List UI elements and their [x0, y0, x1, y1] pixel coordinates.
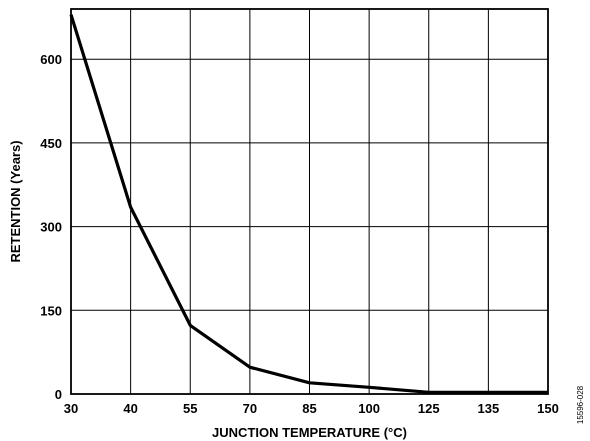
x-tick-label: 150 [537, 401, 559, 416]
x-tick-label: 135 [478, 401, 500, 416]
y-tick-label: 150 [40, 303, 62, 318]
y-tick-label: 300 [40, 220, 62, 235]
x-tick-label: 70 [243, 401, 257, 416]
x-tick-labels: 30 40 55 70 85 100 125 135 150 [64, 401, 559, 416]
x-tick-label: 55 [183, 401, 197, 416]
y-axis-title: RETENTION (Years) [8, 140, 23, 262]
figure-id: 15596-028 [576, 385, 585, 424]
x-tick-label: 30 [64, 401, 78, 416]
x-tick-label: 85 [302, 401, 316, 416]
x-tick-label: 125 [418, 401, 440, 416]
x-tick-label: 100 [358, 401, 380, 416]
y-tick-label: 600 [40, 52, 62, 67]
y-tick-label: 0 [55, 387, 62, 402]
grid [71, 9, 548, 394]
plot-frame [70, 8, 549, 395]
x-tick-label: 40 [123, 401, 137, 416]
retention-series-line [69, 14, 548, 394]
series-layer [69, 14, 548, 394]
y-tick-label: 450 [40, 136, 62, 151]
x-axis-title: JUNCTION TEMPERATURE (°C) [212, 425, 407, 440]
y-tick-labels: 0 150 300 450 600 [40, 52, 62, 402]
